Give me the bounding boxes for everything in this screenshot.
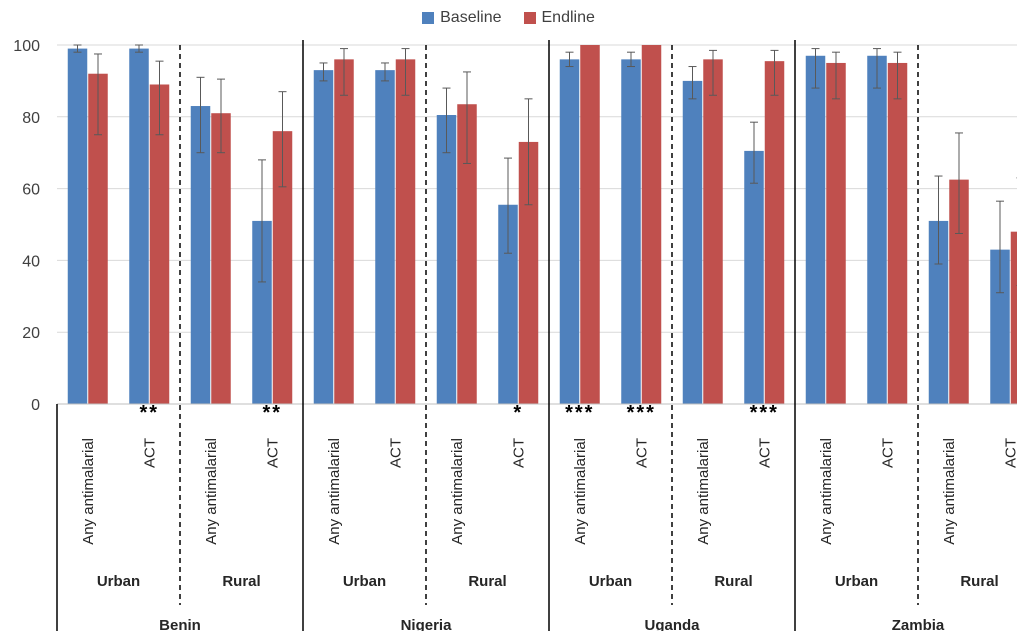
- significance-marker: ***: [750, 402, 779, 424]
- setting-label: Rural: [222, 573, 260, 590]
- endline-bar: [88, 73, 108, 404]
- endline-bar: [518, 141, 539, 404]
- endline-bar: [949, 179, 969, 404]
- endline-bar: [272, 131, 293, 404]
- setting-label: Urban: [835, 573, 878, 590]
- endline-bar: [641, 45, 662, 404]
- baseline-bar: [129, 48, 149, 405]
- significance-marker: **: [262, 402, 282, 424]
- setting-label: Urban: [97, 573, 140, 590]
- y-tick-label: 40: [22, 253, 40, 270]
- legend-swatch-endline: [523, 12, 536, 24]
- endline-bar: [1010, 231, 1017, 404]
- baseline-bar: [375, 70, 395, 404]
- endline-bar: [149, 84, 170, 405]
- y-tick-label: 60: [22, 182, 40, 199]
- category-label: Any antimalarial: [941, 438, 958, 545]
- endline-bar: [580, 45, 600, 404]
- category-label: Any antimalarial: [449, 438, 466, 545]
- baseline-bar: [498, 204, 518, 404]
- category-label: ACT: [1002, 438, 1017, 468]
- setting-label: Rural: [714, 573, 752, 590]
- baseline-bar: [805, 55, 826, 405]
- country-label: Uganda: [644, 617, 700, 631]
- country-label: Zambia: [892, 617, 945, 631]
- baseline-bar: [867, 55, 887, 405]
- endline-bar: [703, 59, 723, 405]
- category-label: Any antimalarial: [818, 438, 835, 545]
- y-tick-label: 20: [22, 325, 40, 342]
- baseline-bar: [744, 150, 764, 404]
- endline-bar: [826, 62, 846, 404]
- baseline-bar: [928, 220, 949, 404]
- chart-legend: Baseline Endline: [0, 9, 1017, 27]
- category-label: ACT: [141, 438, 158, 468]
- baseline-bar: [559, 59, 580, 405]
- legend-swatch-baseline: [422, 12, 435, 24]
- category-label: ACT: [264, 438, 281, 468]
- category-label: ACT: [756, 438, 773, 468]
- endline-bar: [395, 59, 416, 405]
- category-label: ACT: [510, 438, 527, 468]
- significance-marker: ***: [627, 402, 656, 424]
- category-label: Any antimalarial: [326, 438, 343, 545]
- category-label: Any antimalarial: [572, 438, 589, 545]
- category-label: ACT: [633, 438, 650, 468]
- category-label: Any antimalarial: [80, 438, 97, 545]
- baseline-bar: [990, 249, 1010, 404]
- endline-bar: [211, 113, 231, 405]
- endline-bar: [334, 59, 354, 405]
- category-label: Any antimalarial: [695, 438, 712, 545]
- significance-marker: ***: [565, 402, 594, 424]
- setting-label: Rural: [468, 573, 506, 590]
- country-label: Nigeria: [401, 617, 453, 631]
- baseline-bar: [682, 80, 703, 405]
- endline-bar: [764, 61, 785, 404]
- y-tick-label: 80: [22, 110, 40, 127]
- country-label: Benin: [159, 617, 201, 631]
- y-tick-label: 0: [31, 397, 40, 414]
- baseline-bar: [252, 220, 272, 404]
- category-label: Any antimalarial: [203, 438, 220, 545]
- category-label: ACT: [387, 438, 404, 468]
- legend-item-baseline: Baseline: [422, 9, 502, 27]
- baseline-bar: [436, 115, 457, 404]
- legend-item-endline: Endline: [523, 9, 595, 27]
- baseline-bar: [67, 48, 88, 405]
- setting-label: Urban: [589, 573, 632, 590]
- significance-marker: *: [513, 402, 523, 424]
- setting-label: Rural: [960, 573, 998, 590]
- baseline-bar: [621, 59, 641, 405]
- endline-bar: [457, 104, 477, 405]
- baseline-bar: [313, 70, 334, 404]
- y-tick-label: 100: [13, 38, 40, 55]
- category-label: ACT: [879, 438, 896, 468]
- endline-bar: [887, 62, 908, 404]
- legend-label-baseline: Baseline: [440, 9, 502, 26]
- significance-marker: **: [139, 402, 159, 424]
- baseline-bar: [190, 106, 211, 404]
- setting-label: Urban: [343, 573, 386, 590]
- legend-label-endline: Endline: [541, 9, 595, 26]
